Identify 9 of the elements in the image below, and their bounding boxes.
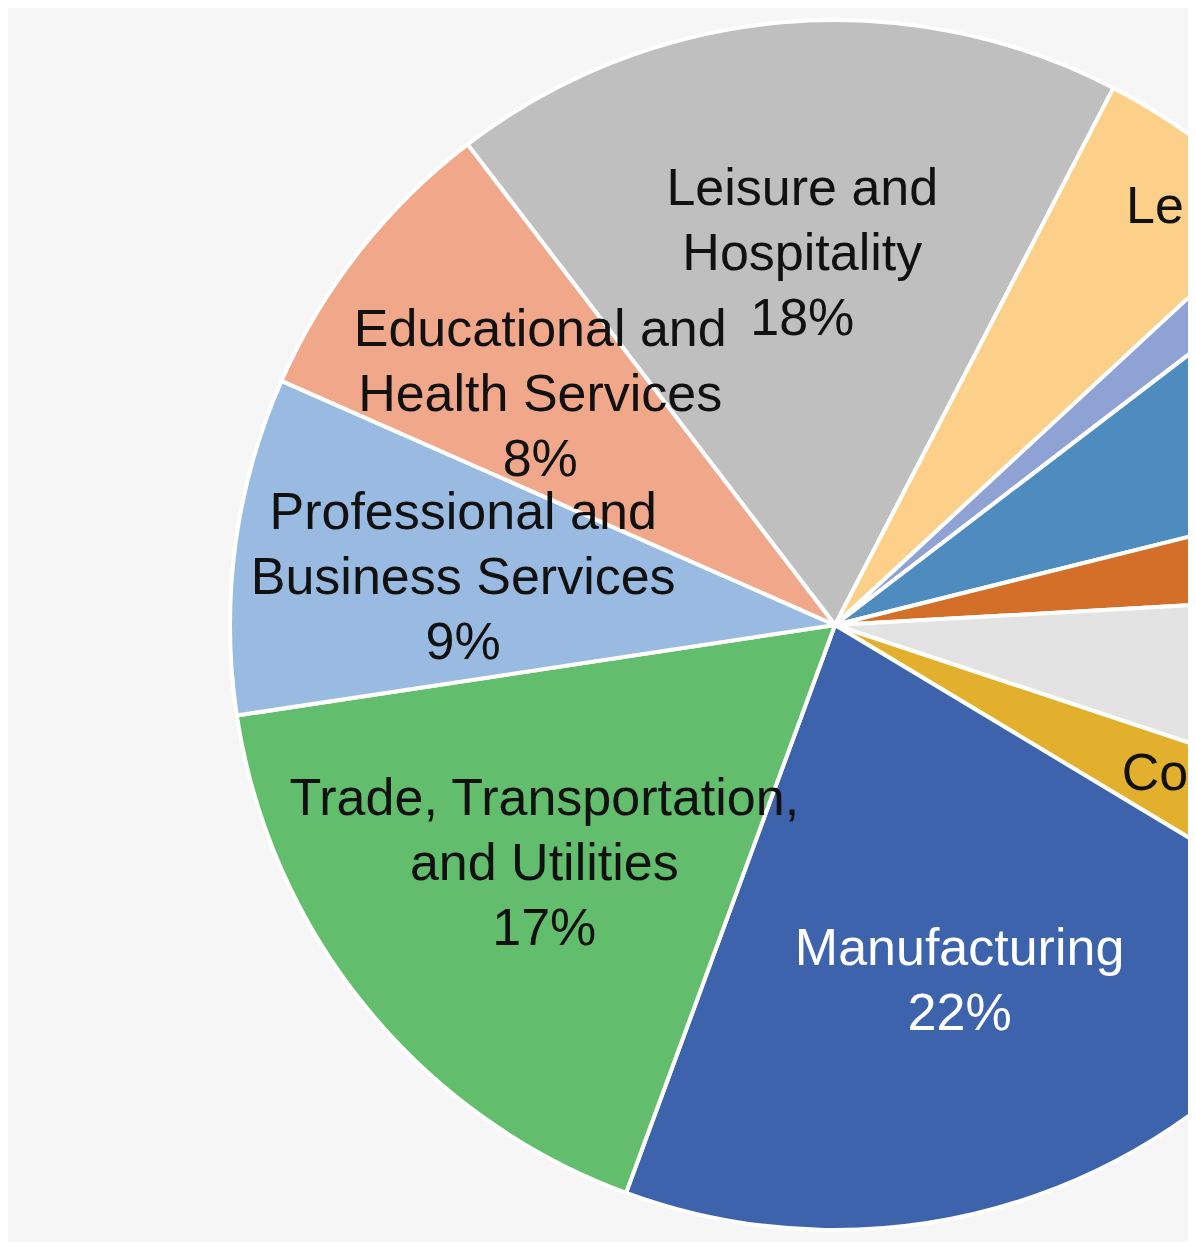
slice-label: Le — [1126, 176, 1184, 235]
data-label: 17% — [492, 898, 597, 957]
data-label: 18% — [750, 287, 855, 346]
slice-label: Educational and Health Services — [353, 299, 727, 423]
slice-label: Leisure and Hospitality — [666, 157, 939, 281]
slice-label: Co — [1121, 743, 1189, 802]
data-label: 22% — [907, 982, 1012, 1041]
slice-label: Manufacturing — [794, 917, 1125, 976]
data-label: 9% — [425, 611, 501, 670]
